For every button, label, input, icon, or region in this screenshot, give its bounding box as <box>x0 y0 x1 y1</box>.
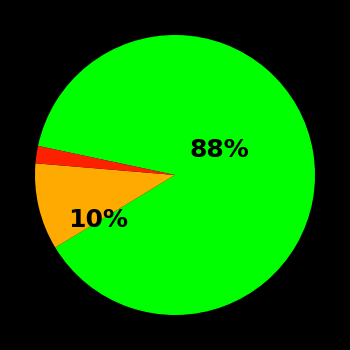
Text: 88%: 88% <box>190 138 250 162</box>
Wedge shape <box>35 146 175 175</box>
Wedge shape <box>38 35 315 315</box>
Text: 10%: 10% <box>68 208 128 232</box>
Wedge shape <box>35 163 175 247</box>
